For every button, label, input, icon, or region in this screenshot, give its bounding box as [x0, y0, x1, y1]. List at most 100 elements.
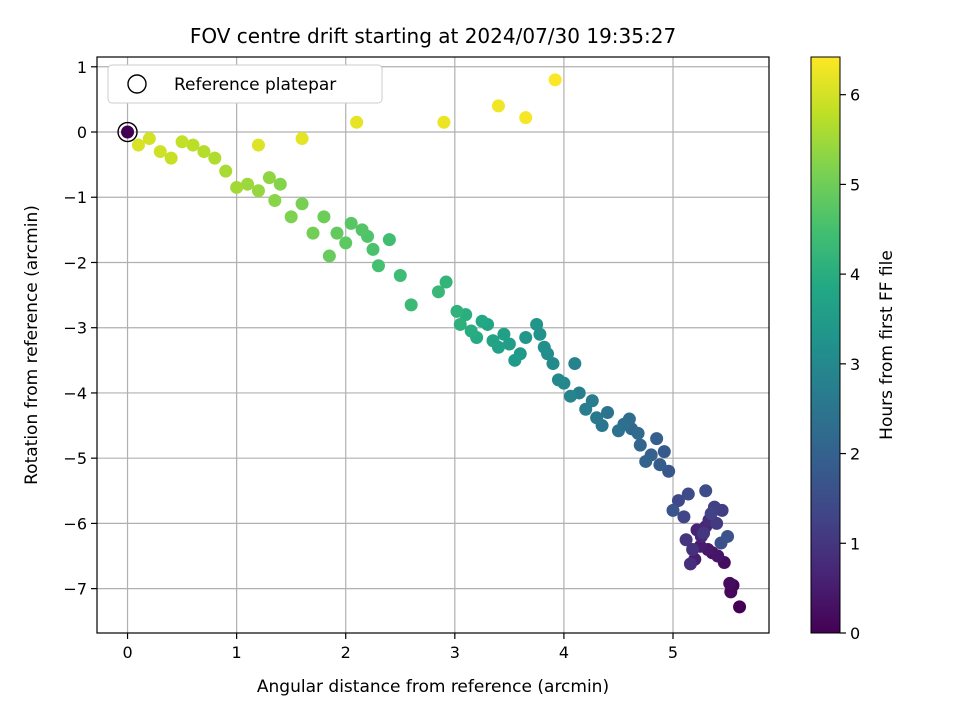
data-point	[497, 327, 511, 341]
data-point	[699, 484, 713, 498]
colorbar-tick-label: 5	[850, 175, 860, 194]
data-point	[590, 411, 604, 425]
data-point	[197, 145, 211, 159]
x-tick-label: 0	[122, 643, 132, 662]
data-point	[681, 487, 695, 501]
colorbar	[810, 56, 841, 634]
data-point	[711, 549, 725, 563]
data-point	[464, 324, 478, 338]
x-tick-label: 5	[668, 643, 678, 662]
data-point	[683, 557, 697, 571]
data-point	[219, 164, 233, 178]
data-point	[131, 138, 145, 152]
data-point	[601, 406, 615, 420]
data-point	[633, 438, 647, 452]
data-point	[186, 138, 200, 152]
data-point	[330, 226, 344, 240]
data-point	[519, 330, 533, 344]
data-point	[530, 317, 544, 331]
data-point	[164, 151, 178, 165]
legend: Reference platepar	[107, 64, 383, 104]
data-point	[339, 236, 353, 250]
data-point	[631, 426, 645, 440]
data-point	[475, 314, 489, 328]
data-point	[671, 494, 685, 508]
x-axis: 0 1 2 3 4 5	[122, 633, 678, 662]
data-point	[404, 298, 418, 312]
data-point	[704, 507, 718, 521]
data-point	[355, 223, 369, 237]
reference-point-fill	[121, 125, 135, 139]
data-point	[721, 529, 735, 543]
data-point	[371, 259, 385, 273]
data-point	[437, 115, 451, 129]
colorbar-tick-label: 1	[850, 534, 860, 553]
data-point	[650, 432, 664, 446]
data-point	[273, 177, 287, 191]
data-point	[733, 600, 747, 614]
data-point	[175, 135, 189, 149]
data-point	[268, 194, 282, 208]
colorbar-tick-label: 3	[850, 355, 860, 374]
data-point	[322, 249, 336, 263]
data-point	[153, 145, 167, 159]
data-point	[491, 99, 505, 113]
data-point	[548, 73, 562, 87]
y-tick-label: −5	[63, 449, 87, 468]
x-axis-label: Angular distance from reference (arcmin)	[257, 677, 609, 697]
data-point	[502, 337, 516, 351]
legend-label: Reference platepar	[174, 75, 336, 95]
y-tick-label: −4	[63, 384, 87, 403]
data-point	[653, 458, 667, 472]
x-tick-label: 4	[559, 643, 569, 662]
data-point	[710, 516, 724, 530]
data-point	[295, 197, 309, 211]
data-point	[251, 138, 265, 152]
data-point	[533, 327, 547, 341]
y-tick-label: −3	[63, 319, 87, 338]
legend-box	[107, 64, 383, 104]
data-point	[431, 285, 445, 299]
colorbar-tick-label: 6	[850, 86, 860, 105]
plot-frame	[96, 56, 770, 634]
scatter-points	[117, 73, 747, 614]
data-point	[317, 210, 331, 224]
data-point	[284, 210, 298, 224]
legend-marker	[127, 74, 147, 94]
data-point	[230, 180, 244, 194]
data-point	[142, 132, 156, 146]
data-point	[251, 184, 265, 198]
data-point	[686, 543, 700, 557]
reference-point	[117, 121, 138, 143]
chart-title: FOV centre drift starting at 2024/07/30 …	[190, 24, 676, 48]
data-point	[551, 373, 565, 387]
data-point	[657, 445, 671, 459]
y-tick-label: 0	[77, 123, 87, 142]
data-point	[450, 304, 464, 318]
colorbar-tick-label: 4	[850, 265, 860, 284]
colorbar-tick-label: 2	[850, 445, 860, 464]
colorbar-tick-label: 0	[850, 624, 860, 643]
data-point	[241, 177, 255, 191]
colorbar-ticks: 0 1 2 3 4 5 6	[840, 86, 860, 643]
data-point	[519, 111, 533, 125]
x-tick-label: 1	[232, 643, 242, 662]
y-axis: 1 0 −1 −2 −3 −4 −5 −6 −7	[63, 58, 97, 599]
data-point	[439, 275, 453, 289]
data-point	[508, 353, 522, 367]
data-point	[666, 503, 680, 517]
x-tick-label: 2	[341, 643, 351, 662]
y-tick-label: −7	[63, 580, 87, 599]
data-point	[382, 233, 396, 247]
colorbar-label: Hours from first FF file	[877, 250, 897, 440]
data-point	[579, 402, 593, 416]
data-point	[563, 389, 577, 403]
data-point	[366, 242, 380, 256]
data-point	[295, 132, 309, 146]
y-tick-label: −1	[63, 188, 87, 207]
data-point	[537, 340, 551, 354]
data-point	[611, 424, 625, 438]
data-point	[453, 317, 467, 331]
data-point	[723, 576, 737, 590]
data-point	[568, 357, 582, 371]
